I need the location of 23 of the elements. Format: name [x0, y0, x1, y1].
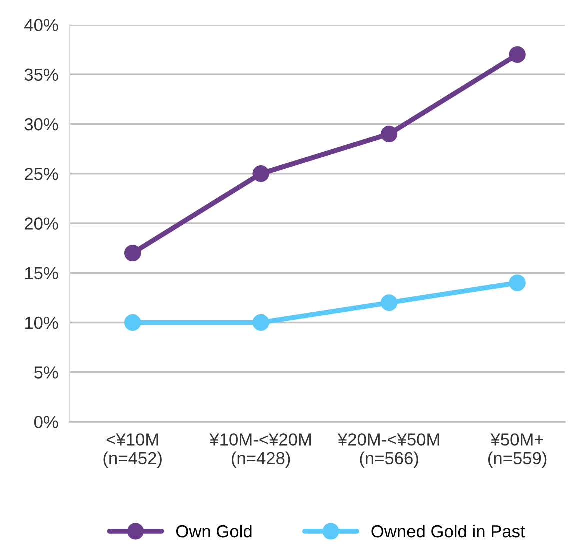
- y-tick-label: 25%: [25, 168, 58, 180]
- point: [252, 314, 270, 332]
- y-tick-label: 30%: [24, 118, 58, 131]
- x-tick-label: ¥10M-<¥20M (n=428): [210, 434, 312, 468]
- point: [380, 294, 398, 312]
- x-tick-label: ¥50M+ (n=559): [488, 434, 547, 468]
- point: [380, 126, 398, 143]
- legend-label: Own Gold: [176, 524, 252, 538]
- point: [124, 244, 142, 262]
- y-tick-label: 35%: [24, 68, 58, 82]
- point: [509, 46, 526, 64]
- point: [509, 274, 526, 292]
- x-tick-label: ¥20M-<¥50M (n=566): [338, 434, 440, 468]
- point: [124, 314, 142, 332]
- y-tick-label: 15%: [25, 267, 58, 280]
- y-tick-label: 0%: [34, 416, 58, 428]
- y-tick-label: 5%: [34, 366, 58, 379]
- x-tick-label: <¥10M (n=452): [104, 434, 162, 468]
- y-tick-label: 10%: [25, 316, 58, 330]
- y-tick-label: 40%: [24, 19, 58, 32]
- legend-label: Owned Gold in Past: [372, 524, 526, 538]
- point: [252, 166, 270, 182]
- y-tick-label: 20%: [25, 218, 58, 230]
